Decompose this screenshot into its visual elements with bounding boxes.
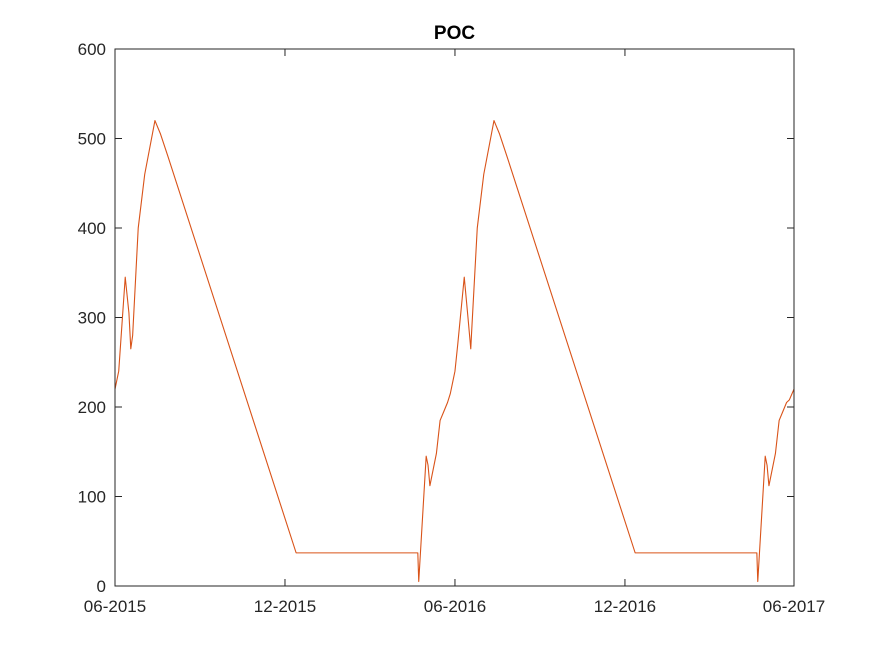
series-line-0 <box>114 120 795 583</box>
y-tick-label: 400 <box>78 219 106 238</box>
x-axis: 06-2015 12-2015 06-2016 12-2016 06-2017 <box>84 49 825 616</box>
y-tick-label: 100 <box>78 488 106 507</box>
y-tick-label: 200 <box>78 398 106 417</box>
y-tick-label: 300 <box>78 309 106 328</box>
y-tick-label: 600 <box>78 40 106 59</box>
x-tick-label: 12-2016 <box>594 597 656 616</box>
x-tick-label: 06-2017 <box>763 597 825 616</box>
chart-title: POC <box>434 23 475 44</box>
x-tick-label: 06-2015 <box>84 597 146 616</box>
plot-area <box>115 49 794 586</box>
x-tick-label: 06-2016 <box>424 597 486 616</box>
y-axis: 0 100 200 300 400 500 600 <box>78 40 794 596</box>
series-layer <box>114 120 795 583</box>
y-tick-label: 0 <box>97 577 106 596</box>
y-tick-label: 500 <box>78 130 106 149</box>
x-tick-label: 12-2015 <box>254 597 316 616</box>
